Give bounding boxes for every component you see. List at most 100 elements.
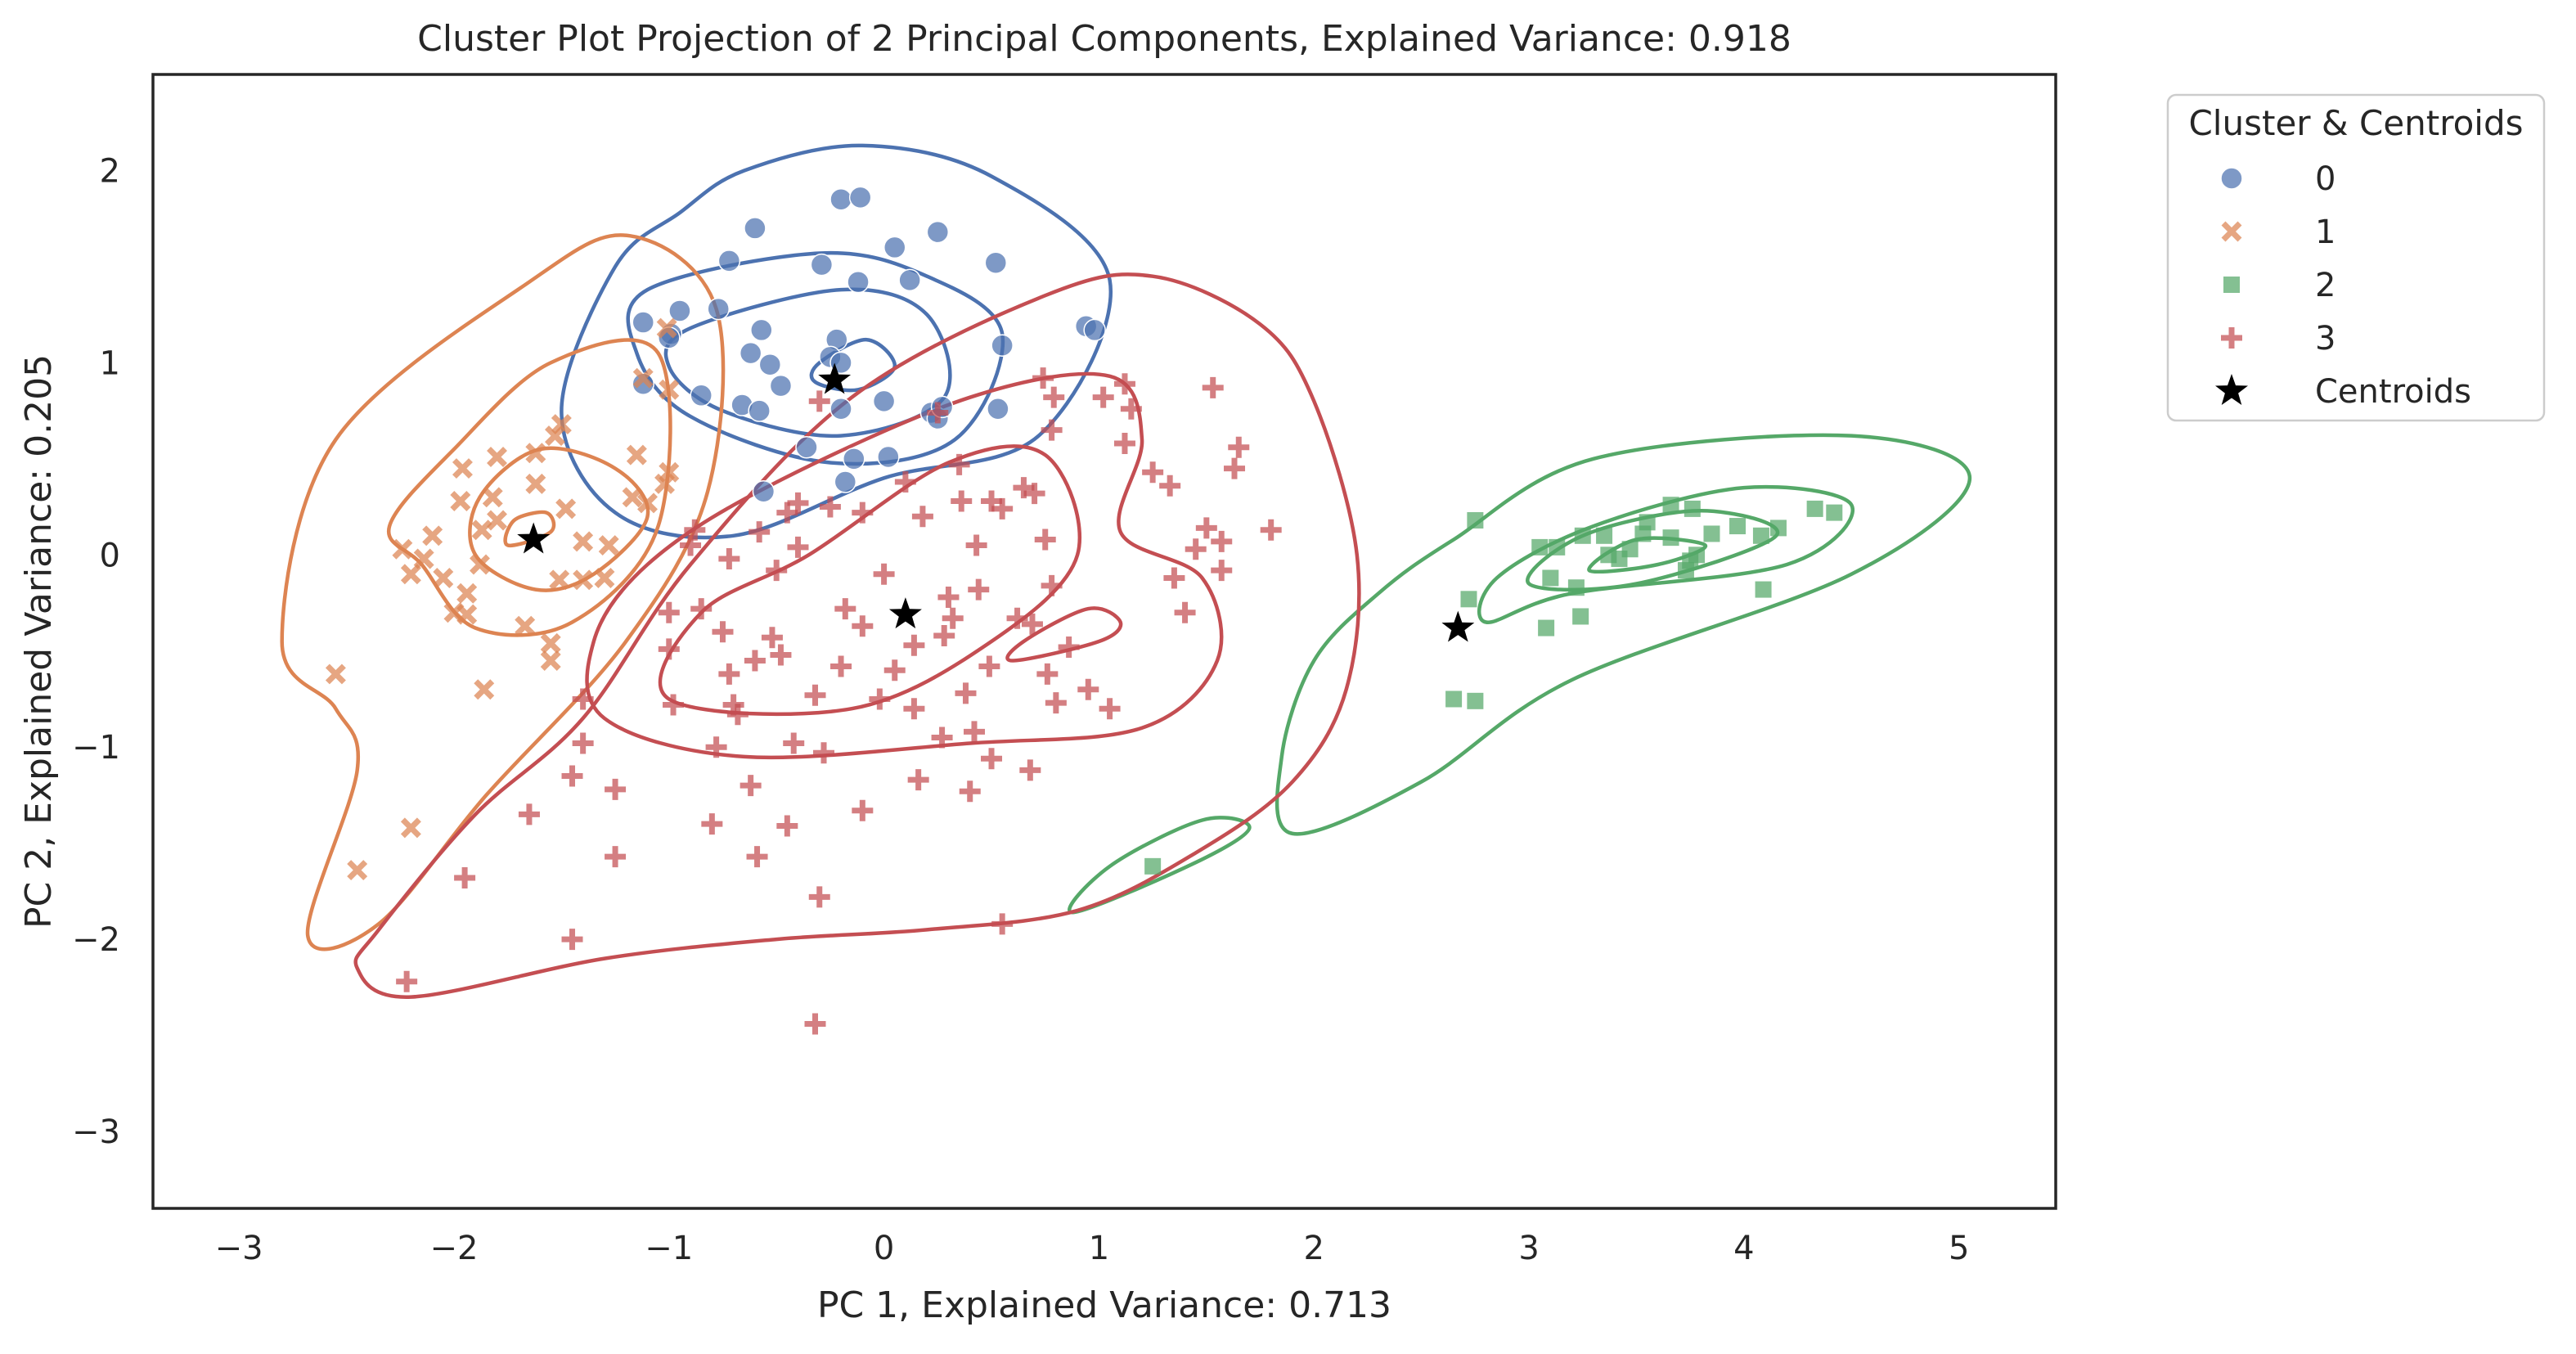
- legend-marker-0: [2220, 167, 2243, 190]
- contour-cluster-0-level-3: [809, 337, 897, 393]
- point-cluster-3: [787, 492, 809, 514]
- point-cluster-3: [684, 519, 706, 541]
- point-cluster-0: [632, 311, 654, 334]
- point-cluster-3: [804, 684, 826, 706]
- point-cluster-3: [1006, 607, 1028, 629]
- point-cluster-0: [843, 448, 865, 470]
- point-cluster-3: [740, 775, 762, 797]
- contour-cluster-2-level-0: [1275, 433, 1972, 836]
- point-cluster-0: [810, 253, 834, 277]
- point-cluster-3: [1092, 386, 1114, 408]
- point-cluster-0: [748, 399, 771, 422]
- point-cluster-0: [750, 318, 773, 342]
- point-cluster-3: [951, 490, 973, 512]
- point-cluster-3: [1113, 373, 1135, 395]
- point-cluster-1: [413, 548, 434, 569]
- point-cluster-2: [1729, 518, 1747, 535]
- point-cluster-1: [450, 491, 471, 511]
- y-axis-ticks: −3 −2 −1 0 1 2: [72, 152, 120, 1151]
- point-cluster-2: [1596, 527, 1613, 544]
- point-cluster-3: [705, 736, 727, 758]
- point-cluster-1: [471, 520, 492, 541]
- point-cluster-2: [1460, 591, 1477, 608]
- legend-marker-centroids: [2215, 374, 2248, 405]
- point-cluster-3: [1159, 475, 1181, 497]
- point-cluster-2: [1752, 527, 1769, 544]
- point-cluster-3: [1043, 386, 1065, 408]
- scatter-points: [325, 186, 1843, 1035]
- point-cluster-3: [1041, 574, 1063, 596]
- point-cluster-1: [456, 583, 478, 604]
- point-cluster-1: [400, 564, 421, 585]
- point-cluster-1: [470, 554, 490, 575]
- y-axis-label: PC 2, Explained Variance: 0.205: [18, 354, 60, 929]
- point-cluster-3: [761, 627, 783, 649]
- density-contours: [280, 143, 1972, 999]
- point-cluster-3: [718, 663, 740, 685]
- point-cluster-3: [965, 534, 987, 556]
- point-cluster-3: [927, 402, 949, 424]
- point-cluster-1: [452, 458, 473, 479]
- legend-entries: 0 1 2 3 Centroids: [2215, 160, 2471, 411]
- point-cluster-1: [540, 650, 561, 671]
- point-cluster-3: [903, 698, 925, 720]
- point-cluster-2: [1634, 525, 1652, 542]
- point-cluster-3: [1120, 398, 1142, 420]
- point-cluster-1: [549, 569, 570, 591]
- legend-label: 1: [2315, 214, 2335, 251]
- point-cluster-3: [726, 704, 749, 726]
- point-cluster-3: [808, 886, 830, 908]
- point-cluster-2: [1572, 608, 1589, 625]
- point-cluster-2: [1703, 525, 1720, 542]
- point-cluster-1: [656, 317, 677, 339]
- point-cluster-0: [717, 250, 741, 272]
- point-cluster-2: [1574, 527, 1591, 544]
- point-cluster-3: [852, 615, 874, 637]
- point-cluster-3: [804, 1013, 826, 1035]
- point-cluster-3: [911, 506, 933, 528]
- point-cluster-3: [963, 721, 985, 743]
- point-cluster-3: [572, 688, 594, 710]
- y-tick-label: −1: [72, 729, 120, 767]
- point-cluster-2: [1467, 512, 1484, 529]
- contour-cluster-2-level-3: [1587, 536, 1707, 574]
- point-cluster-3: [869, 688, 891, 710]
- point-cluster-1: [392, 538, 413, 560]
- point-cluster-1: [325, 664, 346, 685]
- point-cluster-1: [400, 817, 421, 839]
- point-cluster-2: [1806, 500, 1823, 517]
- point-cluster-1: [540, 632, 561, 654]
- point-cluster-0: [795, 435, 818, 459]
- point-cluster-3: [572, 732, 594, 754]
- point-cluster-1: [598, 535, 619, 556]
- x-tick-label: 1: [1089, 1230, 1109, 1267]
- point-cluster-3: [658, 638, 680, 660]
- point-cluster-2: [1755, 581, 1772, 598]
- point-cluster-2: [1538, 619, 1555, 637]
- point-cluster-2: [1688, 547, 1706, 564]
- point-cluster-2: [1677, 562, 1694, 579]
- point-cluster-3: [744, 650, 766, 672]
- point-cluster-1: [622, 487, 643, 508]
- x-tick-label: 5: [1949, 1230, 1969, 1267]
- legend-marker-1: [2221, 221, 2242, 242]
- legend-marker-2: [2223, 277, 2240, 293]
- point-cluster-3: [1174, 601, 1196, 623]
- point-cluster-3: [819, 496, 841, 518]
- point-cluster-1: [632, 367, 654, 389]
- point-cluster-1: [555, 498, 577, 520]
- point-cluster-1: [525, 473, 546, 494]
- point-cluster-0: [1083, 318, 1106, 342]
- point-cluster-3: [1260, 519, 1282, 541]
- point-cluster-0: [883, 236, 906, 259]
- point-cluster-2: [1542, 569, 1559, 587]
- point-cluster-3: [1202, 376, 1224, 398]
- point-cluster-0: [690, 384, 713, 407]
- point-cluster-3: [978, 655, 1000, 677]
- point-cluster-3: [396, 970, 418, 992]
- point-cluster-1: [545, 425, 565, 447]
- legend-label: 3: [2315, 320, 2335, 358]
- point-cluster-3: [1032, 367, 1054, 389]
- point-cluster-2: [1826, 504, 1843, 521]
